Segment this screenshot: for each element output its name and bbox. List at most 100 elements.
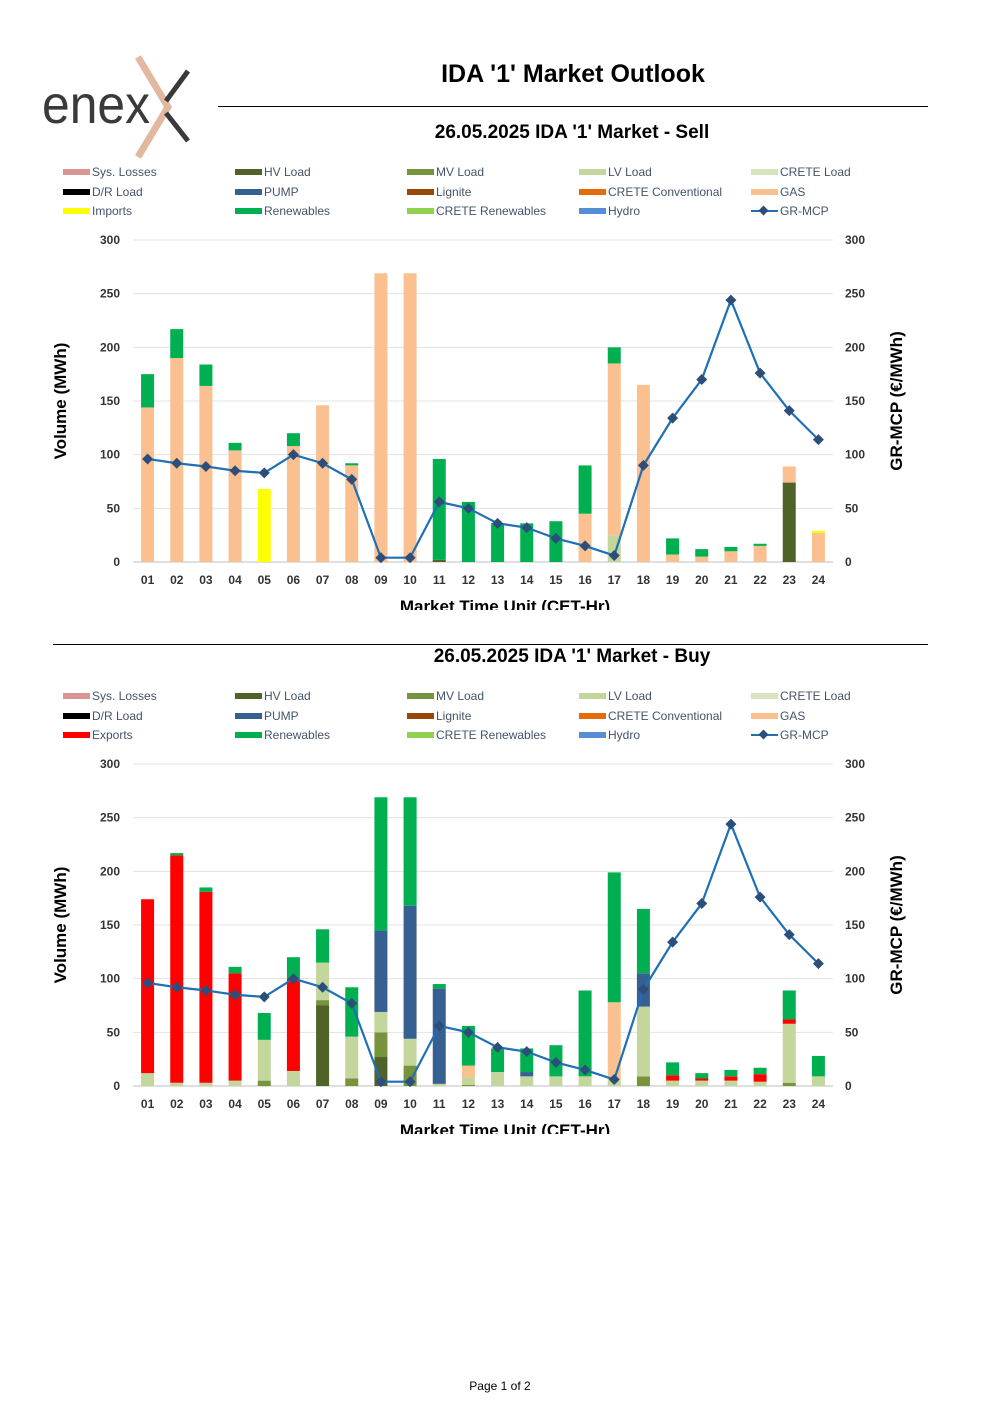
buy-x-tick-label: 02 [170, 1097, 184, 1111]
sell-mcp-point [550, 532, 562, 544]
sell-legend-label: Imports [92, 204, 133, 218]
sell-bar-hv-load [782, 482, 796, 562]
buy-y-axis-title: Volume (MWh) [51, 867, 70, 984]
sell-legend-label: MV Load [436, 165, 485, 179]
buy-bar-exports [782, 1019, 796, 1024]
buy-mcp-line [147, 821, 820, 1083]
sell-y2-tick-label: 150 [845, 394, 865, 408]
sell-x-tick-label: 08 [345, 573, 359, 587]
buy-bar-mv-load [636, 1076, 650, 1086]
sell-bar-renewables [491, 523, 505, 562]
buy-legend-crete-load: CRETE Load [751, 689, 851, 703]
buy-legend-lv-load: LV Load [579, 689, 652, 703]
sell-chart: Sys. Losses HV Load MV Load LV Load CRETE Lo… [0, 110, 1000, 610]
buy-legend-label: GAS [780, 708, 806, 723]
sell-legend-swatch [63, 188, 90, 195]
sell-x-tick-label: 16 [578, 573, 592, 587]
sell-legend-swatch [235, 208, 262, 214]
buy-bar-lv-load [636, 1006, 650, 1077]
buy-bar-lv-load [782, 1023, 796, 1083]
sell-legend-swatch [751, 169, 778, 175]
buy-bar-renewables [724, 1069, 738, 1077]
sell-y2-tick-label: 250 [845, 287, 865, 301]
buy-bar-mv-load [257, 1080, 271, 1086]
sell-bar-gas [286, 446, 300, 562]
buy-bar-lv-load [753, 1081, 767, 1086]
buy-legend-renewables: Renewables [235, 728, 330, 742]
sell-bar-renewables [724, 546, 738, 552]
sell-bar-renewables [461, 501, 475, 562]
buy-legend-lignite: Lignite [407, 709, 471, 723]
brand-wordmark: enex [42, 75, 150, 135]
buy-legend-label: CRETE Renewables [436, 728, 547, 742]
sell-mcp-point [521, 522, 533, 534]
sell-mcp-point [783, 405, 795, 417]
sell-bar-gas [403, 273, 417, 562]
buy-bar-lv-load [199, 1082, 213, 1086]
buy-x-tick-label: 04 [228, 1097, 242, 1111]
sell-x-tick-label: 05 [258, 573, 272, 587]
sell-mcp-point [142, 453, 154, 465]
sell-legend-swatch [579, 169, 606, 175]
sell-bar-imports [257, 489, 271, 562]
buy-legend-swatch [235, 712, 262, 719]
buy-x-tick-label: 16 [578, 1097, 592, 1111]
buy-bar-exports [753, 1074, 767, 1082]
sell-legend-swatch [63, 208, 90, 214]
sell-y2-tick-label: 100 [845, 448, 865, 462]
sell-x-tick-label: 19 [666, 573, 680, 587]
sell-bar-gas [811, 533, 825, 562]
buy-bar-lv-load [549, 1076, 563, 1086]
sell-mcp-point [579, 540, 591, 552]
sell-legend-crete-load: CRETE Load [751, 165, 851, 179]
sell-x-tick-label: 22 [753, 573, 767, 587]
buy-mcp-point [754, 891, 766, 903]
sell-legend-gr-mcp: GR-MCP [751, 204, 829, 218]
sell-bar-gas [374, 273, 388, 562]
sell-mcp-point [812, 434, 824, 446]
sell-bar-gas [141, 407, 155, 562]
buy-x-tick-label: 22 [753, 1097, 767, 1111]
buy-bar-exports [666, 1075, 680, 1081]
buy-y-tick-label: 300 [100, 757, 120, 771]
buy-mcp-point [812, 958, 824, 970]
sell-legend-label: PUMP [264, 184, 299, 199]
buy-bar-renewables [461, 1025, 475, 1066]
sell-bar-gas [724, 551, 738, 562]
sell-legend-sys-losses: Sys. Losses [63, 165, 157, 179]
buy-y-tick-label: 200 [100, 864, 120, 878]
buy-bar-mv-load [461, 1084, 475, 1086]
sell-legend-swatch [407, 208, 434, 214]
buy-bar-renewables [403, 797, 417, 906]
sell-mcp-point [317, 457, 329, 469]
sell-y-tick-label: 50 [107, 501, 121, 515]
buy-x-tick-label: 24 [812, 1097, 826, 1111]
sell-y-tick-label: 250 [100, 287, 120, 301]
buy-legend-swatch [63, 693, 90, 699]
sell-bar-renewables [607, 347, 621, 364]
buy-legend-hv-load: HV Load [235, 689, 311, 703]
buy-bar-gas [607, 1002, 621, 1081]
sell-bar-renewables [753, 543, 767, 546]
sell-x-tick-label: 09 [374, 573, 388, 587]
sell-x-tick-label: 17 [608, 573, 622, 587]
sell-x-tick-label: 24 [812, 573, 826, 587]
buy-x-tick-label: 15 [549, 1097, 563, 1111]
buy-legend-label: PUMP [264, 708, 299, 723]
sell-bar-gas [578, 513, 592, 562]
buy-bar-renewables [578, 990, 592, 1077]
sell-legend-label: HV Load [264, 165, 311, 179]
sell-x-tick-label: 20 [695, 573, 709, 587]
sell-legend-swatch [407, 188, 434, 195]
buy-bar-exports [286, 978, 300, 1071]
buy-bar-lv-load [578, 1076, 592, 1086]
buy-x-tick-label: 07 [316, 1097, 330, 1111]
buy-bar-renewables [695, 1073, 709, 1079]
buy-y-tick-label: 0 [113, 1079, 120, 1093]
buy-bar-pump [403, 905, 417, 1039]
buy-legend-label: D/R Load [92, 708, 143, 723]
sell-bar-gas [695, 556, 709, 562]
buy-x-tick-label: 19 [666, 1097, 680, 1111]
sell-bar-renewables [345, 463, 359, 466]
sell-legend-gas: GAS [751, 185, 805, 199]
